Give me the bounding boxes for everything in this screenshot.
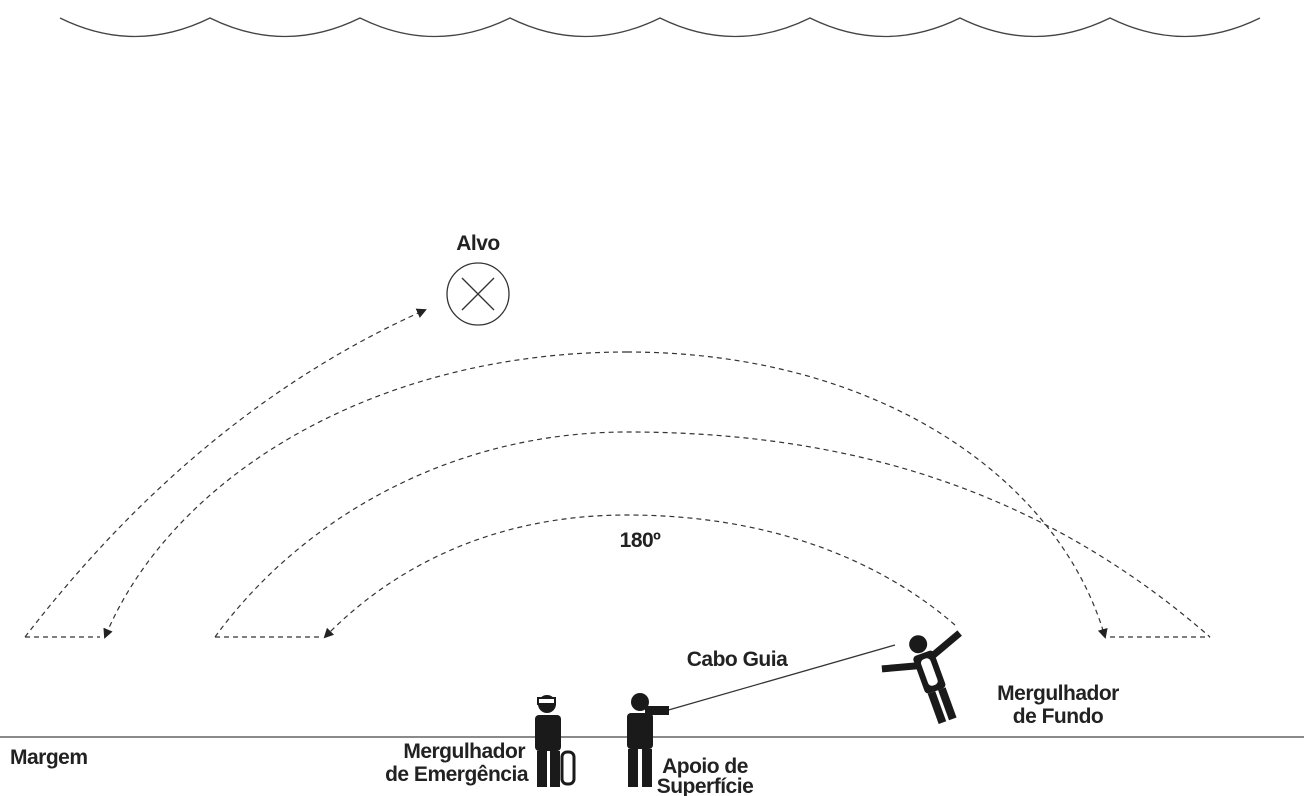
diagram: Alvo 180º Cabo Guia Mergulhador de Fundo… [0,0,1304,796]
water-surface [60,18,1260,37]
angle-label: 180º [620,529,662,552]
emergency-diver-label: de Emergência [385,763,529,786]
surface-support-label: Superfície [657,775,754,796]
guide-rope-label: Cabo Guia [687,648,788,671]
margin-label: Margem [10,746,88,769]
bottom-diver-label: Mergulhador [997,682,1119,705]
bottom-diver-label: de Fundo [1013,705,1103,728]
bottom-diver-icon [874,621,987,736]
search-arcs [25,310,1210,637]
target-label: Alvo [456,232,500,255]
emergency-diver-icon [535,695,574,787]
emergency-diver-label: Mergulhador [403,740,525,763]
target-icon [447,263,509,325]
